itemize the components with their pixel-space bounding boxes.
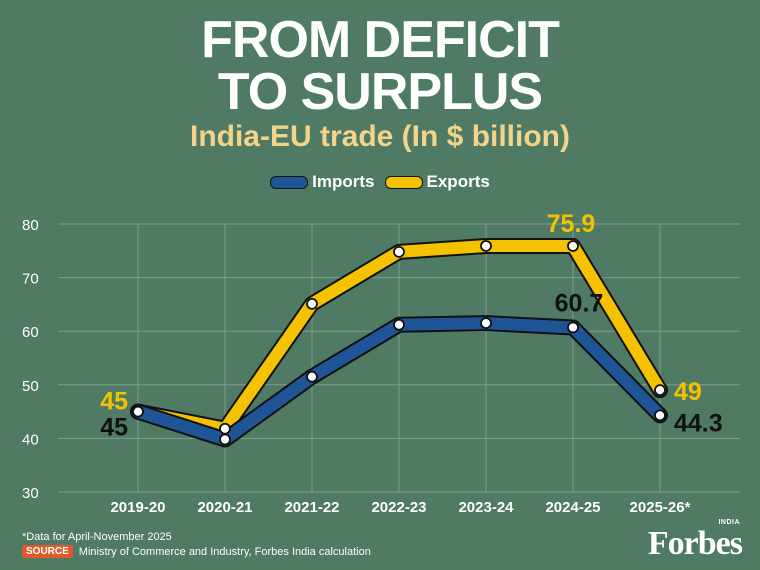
x-tick-label: 2019-20 <box>110 499 165 516</box>
y-tick-label: 70 <box>22 271 39 288</box>
legend-label-exports: Exports <box>426 172 490 191</box>
exports-point <box>567 240 579 252</box>
legend-item-exports: Exports <box>384 172 490 192</box>
imports-point <box>219 433 231 446</box>
x-tick-label: 2021-22 <box>284 499 339 516</box>
forbes-logo: INDIA Forbes <box>622 519 743 562</box>
exports-point <box>654 384 666 397</box>
imports-point <box>567 321 579 334</box>
y-tick-label: 40 <box>22 431 39 448</box>
source-row: SOURCE Ministry of Commerce and Industry… <box>22 545 371 558</box>
imports-point <box>306 370 318 383</box>
x-tick-label: 2022-23 <box>371 499 426 516</box>
exports-data-label: 75.9 <box>547 210 596 238</box>
exports-data-label: 45 <box>100 388 128 416</box>
exports-point <box>306 297 318 310</box>
exports-point <box>219 422 231 435</box>
x-tick-label: 2020-21 <box>197 499 252 516</box>
imports-point <box>654 409 666 422</box>
brand-name: Forbes <box>647 525 743 562</box>
legend-item-imports: Imports <box>270 172 375 192</box>
x-tick-label: 2023-24 <box>458 499 514 516</box>
imports-data-label: 44.3 <box>674 409 723 437</box>
imports-data-label: 60.7 <box>555 289 604 317</box>
imports-point <box>132 405 144 418</box>
source-badge: SOURCE <box>22 545 73 558</box>
y-tick-label: 60 <box>22 324 39 341</box>
x-tick-label: 2024-25 <box>545 499 600 516</box>
imports-point <box>480 317 492 330</box>
title-line-2: TO SURPLUS <box>217 63 543 121</box>
exports-point <box>393 245 405 258</box>
chart-subtitle: India-EU trade (In $ billion) <box>189 120 570 153</box>
legend: Imports Exports <box>0 172 760 192</box>
source-text: Ministry of Commerce and Industry, Forbe… <box>78 545 371 558</box>
imports-point <box>393 318 405 331</box>
legend-swatch-exports <box>384 175 423 189</box>
x-tick-label: 2025-26* <box>630 499 691 516</box>
imports-data-label: 45 <box>100 414 128 442</box>
legend-label-imports: Imports <box>312 172 375 191</box>
y-tick-label: 80 <box>22 217 39 234</box>
footnote: *Data for April-November 2025 <box>22 531 172 543</box>
legend-swatch-imports <box>270 175 309 189</box>
y-tick-label: 30 <box>22 485 39 502</box>
y-tick-label: 50 <box>22 378 39 395</box>
title-line-1: FROM DEFICIT <box>201 11 560 69</box>
exports-point <box>480 240 492 252</box>
exports-data-label: 49 <box>674 378 702 406</box>
brand-edition: INDIA <box>718 519 740 526</box>
